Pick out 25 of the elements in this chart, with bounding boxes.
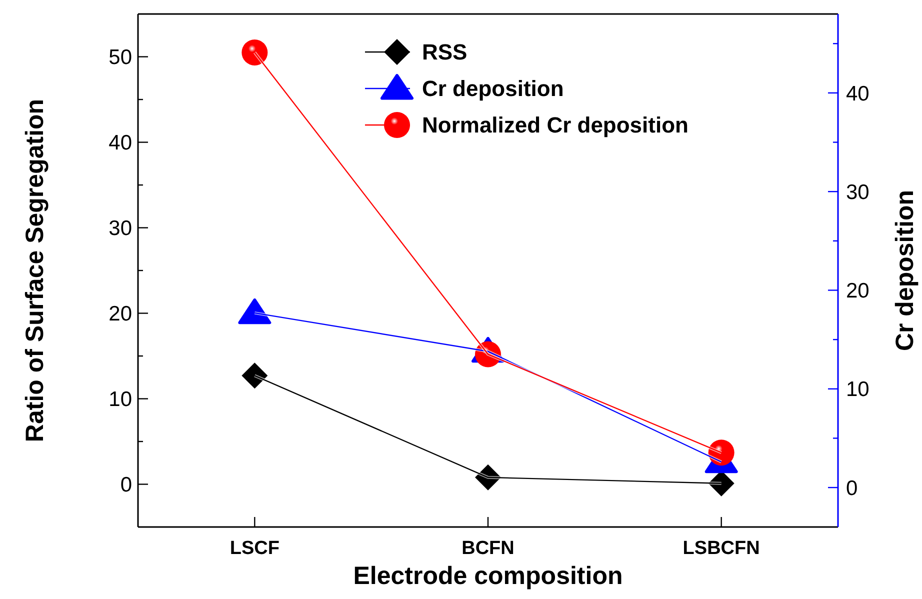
x-tick-label: BCFN <box>462 538 514 559</box>
y-axis-title: Ratio of Surface Segregation <box>21 98 49 442</box>
x-tick-label: LSBCFN <box>682 538 760 559</box>
point <box>238 298 272 324</box>
y2-tick-label: 40 <box>846 82 870 106</box>
y2-tick-label: 10 <box>846 378 870 402</box>
legend-label: Normalized Cr deposition <box>422 112 688 138</box>
point <box>242 362 268 389</box>
y2-tick-label: 0 <box>846 476 858 500</box>
point <box>242 39 268 66</box>
point <box>708 440 734 466</box>
x-axis-title: Electrode composition <box>353 562 623 590</box>
y2-axis-title: Cr deposition <box>891 190 919 352</box>
y2-tick-label: 30 <box>846 180 870 204</box>
y2-tick-label: 20 <box>846 280 870 303</box>
y-tick-label: 20 <box>108 302 132 326</box>
y-tick-label: 0 <box>120 474 132 497</box>
y-tick-label: 30 <box>108 217 132 240</box>
point <box>475 464 501 490</box>
x-tick-label: LSCF <box>230 538 280 559</box>
y-tick-label: 10 <box>108 388 132 412</box>
legend-label: RSS <box>422 40 468 65</box>
y-tick-label: 40 <box>108 132 132 155</box>
y-tick-label: 50 <box>108 46 132 70</box>
legend-label: Cr deposition <box>422 76 564 102</box>
